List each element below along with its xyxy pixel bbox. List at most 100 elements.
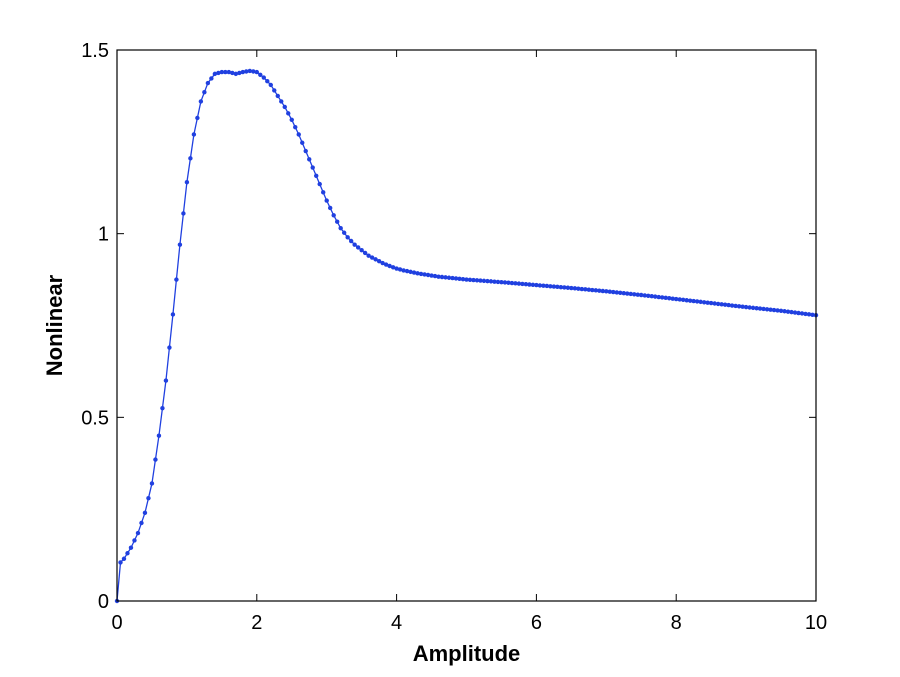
data-point [607,289,612,294]
data-point [254,69,259,75]
data-point [789,309,794,315]
data-point [639,292,644,298]
data-point [674,296,679,302]
data-point [359,248,364,253]
data-point [279,99,284,104]
data-point [160,405,165,411]
data-point [628,291,633,297]
y-axis-label: Nonlinear [42,274,67,376]
data-point [415,271,420,276]
data-point [425,272,431,278]
data-point [219,69,225,75]
data-point [432,273,438,279]
data-point [132,538,137,543]
data-point [334,219,340,224]
plot-marks [114,68,819,604]
data-point [467,277,473,283]
data-point [614,290,619,295]
data-point [174,277,179,282]
data-point [135,530,141,536]
data-point [212,71,218,77]
data-point [121,556,127,561]
data-point [701,300,707,305]
data-point [247,68,253,74]
data-point [509,280,515,286]
data-point [586,287,592,292]
data-point [625,291,630,296]
axis-ticks: 0 2 4 6 8 10 0 0.5 1 1.5 [81,40,827,634]
data-point [355,245,361,250]
data-point [771,307,777,313]
data-point [439,274,445,280]
data-point [478,278,483,283]
data-point [576,286,581,291]
data-point [726,302,731,308]
data-point [149,481,155,486]
data-point [240,69,246,75]
data-point [513,281,518,286]
data-point [555,284,560,290]
data-point [694,299,700,304]
data-point [188,156,193,161]
data-point [170,312,176,317]
data-point [205,80,211,86]
data-point [495,279,501,285]
data-point [736,304,742,309]
data-point [191,132,197,137]
y-tick-label: 1.5 [81,40,109,62]
data-point [604,289,609,294]
data-point [764,307,770,312]
data-point [142,510,148,516]
data-point [558,284,564,290]
data-point [653,294,658,299]
data-point [163,378,169,383]
data-point [345,235,350,240]
data-point [390,265,396,270]
data-point [464,277,469,282]
data-point [698,299,703,305]
data-point [261,75,266,80]
data-point [307,157,312,162]
x-tick-label: 8 [671,612,682,634]
data-point [785,309,791,314]
data-point [443,275,448,280]
data-point [537,283,543,288]
data-point [177,242,183,247]
data-point [757,306,763,311]
data-point [656,294,661,300]
data-point [719,302,724,307]
data-point [422,272,427,277]
data-point [481,278,487,284]
data-point [729,303,735,308]
data-point [670,296,675,301]
data-point [146,495,151,501]
data-point [376,259,382,264]
data-point [792,310,798,315]
data-point [195,115,200,121]
data-point [321,190,326,195]
data-point [516,281,522,286]
data-point [446,275,452,280]
data-point [660,295,665,300]
data-point [502,280,508,285]
data-point [139,520,144,526]
data-point [715,301,721,307]
data-point [128,545,134,550]
data-point [806,312,812,317]
data-point [611,289,616,295]
data-point [401,268,406,273]
data-point [810,312,815,317]
data-point [530,282,536,287]
data-point [436,274,441,279]
data-point [492,279,497,284]
data-point [404,268,410,274]
data-point [331,213,336,218]
data-point [551,284,557,289]
data-point [300,140,305,145]
data-point [768,307,773,312]
data-point [167,345,172,350]
data-point [258,72,263,77]
data-point [156,433,162,438]
data-point [740,304,745,309]
data-point [499,279,504,285]
